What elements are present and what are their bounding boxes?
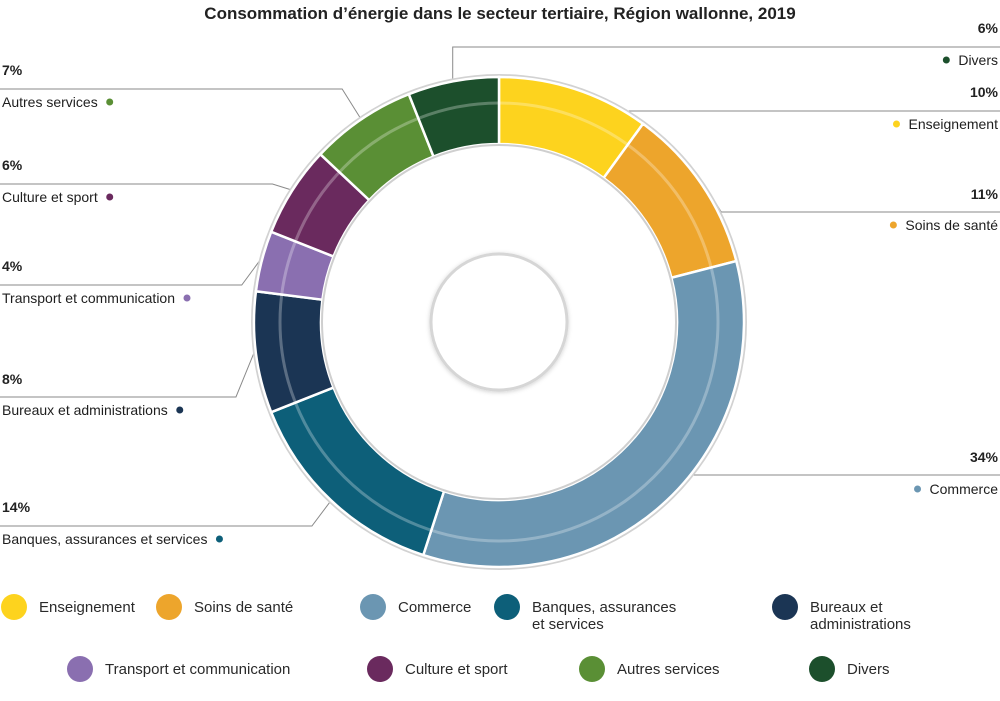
category-dot-banques-assurances-et-services bbox=[215, 535, 223, 543]
leader-autres-services bbox=[0, 88, 361, 118]
value-label-bureaux-et-administrations: 8% bbox=[2, 371, 23, 387]
legend-swatch-autres-services bbox=[579, 656, 605, 682]
legend-label-divers: Divers bbox=[847, 661, 890, 678]
leader-banques-assurances-et-services bbox=[0, 501, 331, 527]
value-label-autres-services: 7% bbox=[2, 62, 23, 78]
value-label-transport-et-communication: 4% bbox=[2, 258, 23, 274]
legend-swatch-transport-et-communication bbox=[67, 656, 93, 682]
donut-inner-rim bbox=[321, 144, 677, 500]
value-label-commerce: 34% bbox=[970, 449, 999, 465]
legend-label-enseignement: Enseignement bbox=[39, 599, 136, 616]
category-dot-autres-services bbox=[106, 98, 114, 106]
legend-label-culture-et-sport: Culture et sport bbox=[405, 661, 508, 678]
category-label-bureaux-et-administrations: Bureaux et administrations bbox=[2, 402, 168, 418]
category-label-commerce: Commerce bbox=[930, 481, 999, 497]
legend-swatch-banques-assurances-et-services bbox=[494, 594, 520, 620]
leader-soins-de-sante bbox=[702, 182, 1000, 213]
chart-title: Consommation d’énergie dans le secteur t… bbox=[204, 4, 795, 23]
legend-label-autres-services: Autres services bbox=[617, 661, 720, 678]
legend-label-commerce: Commerce bbox=[398, 599, 471, 616]
category-label-banques-assurances-et-services: Banques, assurances et services bbox=[2, 531, 207, 547]
center-circle bbox=[429, 252, 569, 392]
category-label-transport-et-communication: Transport et communication bbox=[2, 290, 175, 306]
category-dot-divers bbox=[942, 56, 950, 64]
category-label-soins-de-sante: Soins de santé bbox=[905, 217, 998, 233]
leader-enseignement bbox=[574, 86, 1000, 112]
value-label-banques-assurances-et-services: 14% bbox=[2, 499, 31, 515]
value-label-soins-de-sante: 11% bbox=[971, 186, 999, 202]
legend: Enseignement Soins de santé Commerce Banque… bbox=[1, 594, 911, 682]
category-dot-transport-et-communication bbox=[183, 294, 191, 302]
leader-bureaux-et-administrations bbox=[0, 352, 255, 398]
leader-culture-et-sport bbox=[0, 183, 291, 191]
donut-highlight-ring bbox=[278, 101, 720, 543]
legend-swatch-commerce bbox=[360, 594, 386, 620]
category-label-autres-services: Autres services bbox=[2, 94, 98, 110]
leader-transport-et-communication bbox=[0, 260, 261, 286]
value-label-culture-et-sport: 6% bbox=[2, 157, 23, 173]
category-label-culture-et-sport: Culture et sport bbox=[2, 189, 98, 205]
category-dot-enseignement bbox=[892, 120, 900, 128]
legend-swatch-soins-de-sante bbox=[156, 594, 182, 620]
category-label-enseignement: Enseignement bbox=[908, 116, 998, 132]
legend-label-transport-et-communication: Transport et communication bbox=[105, 661, 290, 678]
value-label-enseignement: 10% bbox=[970, 84, 999, 100]
legend-swatch-bureaux-et-administrations bbox=[772, 594, 798, 620]
category-dot-culture-et-sport bbox=[106, 193, 114, 201]
value-label-divers: 6% bbox=[978, 20, 999, 36]
legend-label-soins-de-sante: Soins de santé bbox=[194, 599, 293, 616]
leader-divers bbox=[452, 46, 1000, 80]
legend-swatch-enseignement bbox=[1, 594, 27, 620]
category-dot-commerce bbox=[914, 485, 922, 493]
legend-label-banques-assurances-et-services: Banques, assurances et services bbox=[532, 599, 676, 633]
category-dot-soins-de-sante bbox=[889, 221, 897, 229]
legend-swatch-culture-et-sport bbox=[367, 656, 393, 682]
category-label-divers: Divers bbox=[958, 52, 998, 68]
donut bbox=[251, 74, 747, 570]
slice-labels: 10% Enseignement 11% Soins de santé 34% Comme… bbox=[2, 20, 999, 547]
legend-label-bureaux-et-administrations: Bureaux et administrations bbox=[810, 599, 911, 633]
category-dot-bureaux-et-administrations bbox=[176, 406, 184, 414]
legend-swatch-divers bbox=[809, 656, 835, 682]
